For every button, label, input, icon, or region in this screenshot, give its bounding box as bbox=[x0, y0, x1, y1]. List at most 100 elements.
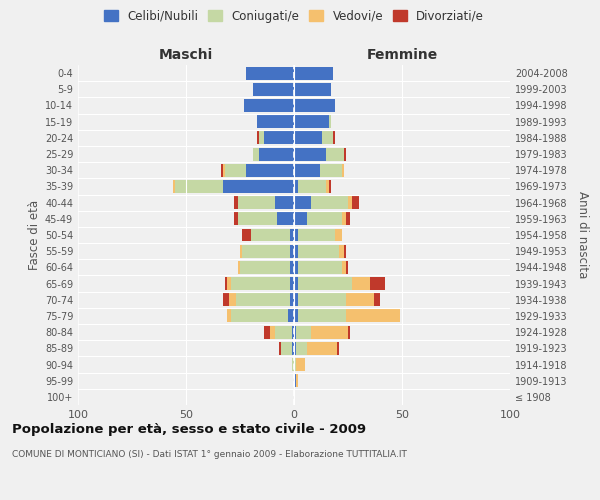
Bar bbox=[311, 326, 348, 338]
Text: Maschi: Maschi bbox=[159, 48, 213, 62]
Bar bbox=[277, 212, 294, 226]
Bar bbox=[175, 180, 223, 193]
Bar bbox=[294, 261, 298, 274]
Bar bbox=[290, 244, 294, 258]
Bar bbox=[233, 196, 238, 209]
Bar bbox=[329, 180, 331, 193]
Bar bbox=[311, 196, 348, 209]
Bar bbox=[223, 164, 225, 176]
Bar bbox=[346, 261, 348, 274]
Bar bbox=[320, 164, 341, 176]
Bar bbox=[290, 294, 294, 306]
Text: Popolazione per età, sesso e stato civile - 2009: Popolazione per età, sesso e stato civil… bbox=[12, 422, 366, 436]
Bar bbox=[370, 277, 385, 290]
Bar bbox=[352, 277, 370, 290]
Bar bbox=[257, 115, 294, 128]
Bar bbox=[259, 132, 264, 144]
Bar bbox=[326, 148, 344, 160]
Bar bbox=[294, 99, 335, 112]
Bar bbox=[290, 261, 294, 274]
Bar bbox=[238, 196, 275, 209]
Bar bbox=[296, 358, 305, 371]
Bar bbox=[298, 261, 341, 274]
Bar bbox=[296, 374, 298, 387]
Bar bbox=[294, 164, 320, 176]
Bar bbox=[344, 244, 346, 258]
Bar bbox=[264, 326, 270, 338]
Bar bbox=[298, 180, 326, 193]
Bar bbox=[352, 196, 359, 209]
Bar bbox=[292, 342, 294, 355]
Bar bbox=[344, 148, 346, 160]
Bar bbox=[298, 310, 346, 322]
Bar bbox=[296, 326, 311, 338]
Bar bbox=[337, 342, 340, 355]
Bar bbox=[247, 66, 294, 80]
Bar bbox=[298, 294, 346, 306]
Bar bbox=[341, 261, 346, 274]
Text: Femmine: Femmine bbox=[367, 48, 437, 62]
Bar bbox=[279, 342, 281, 355]
Bar bbox=[232, 277, 290, 290]
Bar bbox=[223, 180, 294, 193]
Bar bbox=[290, 228, 294, 241]
Bar bbox=[253, 148, 259, 160]
Bar bbox=[307, 342, 337, 355]
Bar bbox=[296, 342, 307, 355]
Bar bbox=[329, 115, 331, 128]
Bar bbox=[346, 294, 374, 306]
Bar bbox=[294, 358, 296, 371]
Bar bbox=[238, 261, 240, 274]
Bar bbox=[341, 164, 344, 176]
Bar bbox=[240, 244, 242, 258]
Bar bbox=[294, 228, 298, 241]
Bar bbox=[173, 180, 175, 193]
Bar bbox=[322, 132, 333, 144]
Bar bbox=[233, 212, 238, 226]
Bar bbox=[227, 310, 232, 322]
Bar bbox=[307, 212, 341, 226]
Bar bbox=[294, 326, 296, 338]
Bar bbox=[264, 132, 294, 144]
Bar bbox=[247, 164, 294, 176]
Bar bbox=[335, 228, 341, 241]
Bar bbox=[346, 212, 350, 226]
Bar bbox=[294, 374, 296, 387]
Bar bbox=[294, 196, 311, 209]
Bar bbox=[253, 83, 294, 96]
Bar bbox=[346, 310, 400, 322]
Bar bbox=[257, 132, 259, 144]
Bar bbox=[294, 212, 307, 226]
Y-axis label: Anni di nascita: Anni di nascita bbox=[576, 192, 589, 278]
Bar bbox=[294, 180, 298, 193]
Bar bbox=[294, 342, 296, 355]
Bar bbox=[223, 294, 229, 306]
Bar bbox=[232, 310, 287, 322]
Bar bbox=[287, 310, 294, 322]
Bar bbox=[340, 244, 344, 258]
Bar bbox=[341, 212, 346, 226]
Bar bbox=[240, 261, 290, 274]
Bar bbox=[275, 196, 294, 209]
Bar bbox=[229, 294, 236, 306]
Bar bbox=[333, 132, 335, 144]
Bar bbox=[294, 294, 298, 306]
Bar bbox=[294, 83, 331, 96]
Bar bbox=[294, 132, 322, 144]
Bar bbox=[259, 148, 294, 160]
Y-axis label: Fasce di età: Fasce di età bbox=[28, 200, 41, 270]
Bar bbox=[326, 180, 329, 193]
Bar bbox=[292, 326, 294, 338]
Bar bbox=[238, 212, 277, 226]
Bar bbox=[294, 244, 298, 258]
Bar bbox=[374, 294, 380, 306]
Bar bbox=[225, 277, 227, 290]
Bar bbox=[244, 99, 294, 112]
Bar bbox=[281, 342, 292, 355]
Text: COMUNE DI MONTICIANO (SI) - Dati ISTAT 1° gennaio 2009 - Elaborazione TUTTITALIA: COMUNE DI MONTICIANO (SI) - Dati ISTAT 1… bbox=[12, 450, 407, 459]
Bar bbox=[348, 326, 350, 338]
Bar bbox=[292, 358, 294, 371]
Bar bbox=[290, 277, 294, 290]
Bar bbox=[242, 244, 290, 258]
Bar bbox=[221, 164, 223, 176]
